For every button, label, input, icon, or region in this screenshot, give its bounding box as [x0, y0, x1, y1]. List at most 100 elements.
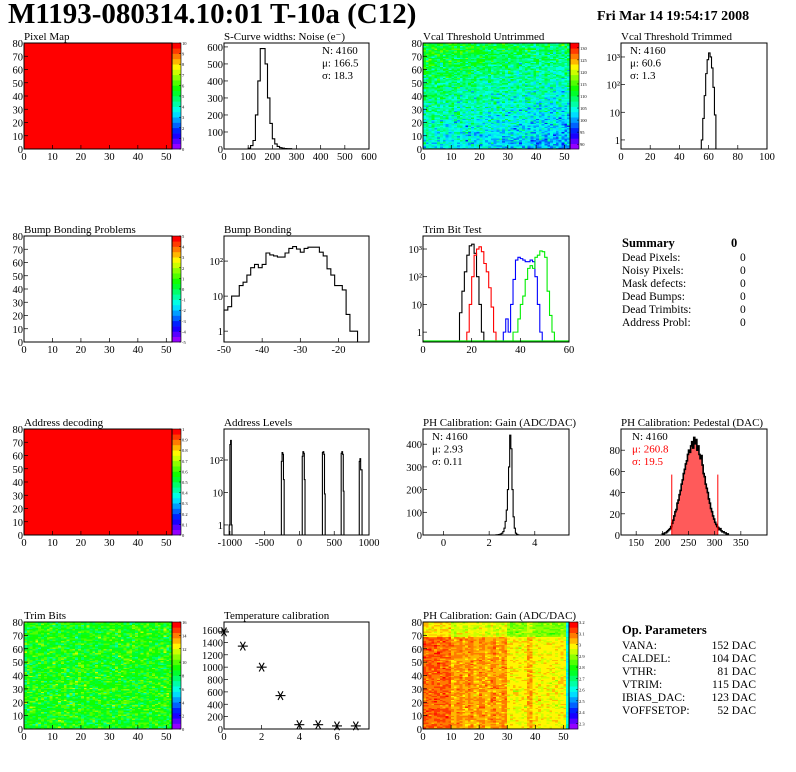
heatmap-cell — [437, 56, 441, 58]
heatmap-cell — [459, 135, 463, 138]
heatmap-cell — [482, 85, 486, 88]
heatmap-cell — [462, 123, 466, 126]
heatmap-cell — [485, 80, 489, 82]
heatmap-cell — [485, 48, 489, 50]
heatmap-cell — [468, 105, 472, 107]
heatmap-cell — [502, 78, 506, 81]
heatmap-cell — [541, 139, 545, 142]
heatmap-cell — [468, 93, 472, 95]
heatmap-cell — [442, 134, 446, 137]
heatmap-cell — [459, 44, 463, 46]
heatmap-cell — [431, 49, 435, 52]
heatmap-cell — [482, 133, 486, 135]
heatmap-cell — [428, 102, 432, 105]
heatmap-cell — [425, 105, 429, 107]
heatmap-cell — [459, 78, 463, 81]
heatmap-cell — [527, 139, 531, 142]
heatmap-cell — [448, 45, 452, 48]
heatmap-cell — [423, 101, 427, 103]
heatmap-cell — [524, 85, 528, 88]
heatmap-cell — [456, 85, 461, 88]
heatmap-cell — [468, 145, 472, 147]
heatmap-cell — [527, 85, 531, 88]
heatmap-cell — [423, 84, 427, 86]
heatmap-cell — [533, 139, 537, 142]
heatmap-cell — [504, 68, 509, 70]
heatmap-cell — [454, 61, 458, 64]
heatmap-cell — [516, 113, 520, 115]
heatmap-cell — [465, 133, 469, 135]
heatmap-cell — [553, 118, 557, 121]
heatmap-cell — [439, 84, 444, 86]
heatmap-cell — [561, 46, 565, 49]
heatmap-cell — [558, 134, 562, 137]
heatmap-cell — [502, 107, 506, 110]
heatmap-cell — [502, 139, 506, 142]
heatmap-cell — [490, 96, 494, 98]
heatmap-cell — [521, 133, 526, 135]
heatmap-cell — [423, 139, 427, 142]
heatmap-cell — [513, 119, 517, 122]
heatmap-cell — [465, 76, 469, 78]
heatmap-cell — [126, 719, 130, 722]
heatmap-cell — [524, 80, 528, 82]
heatmap-cell — [459, 93, 463, 95]
heatmap-cell — [451, 52, 455, 54]
heatmap-cell — [502, 109, 506, 111]
heatmap-cell — [493, 48, 497, 50]
heatmap-cell — [482, 94, 486, 97]
heatmap-cell — [541, 48, 545, 50]
heatmap-cell — [462, 107, 466, 110]
heatmap-cell — [533, 84, 537, 86]
heatmap-cell — [544, 60, 548, 62]
heatmap-cell — [519, 123, 523, 126]
heatmap-cell — [479, 126, 483, 129]
heatmap-cell — [493, 64, 497, 66]
palette-swatch — [172, 122, 181, 129]
heatmap-cell — [541, 64, 545, 66]
heatmap-cell — [513, 98, 517, 101]
heatmap-cell — [456, 80, 461, 82]
heatmap-cell — [502, 146, 506, 148]
heatmap-cell — [550, 109, 554, 111]
heatmap-cell — [493, 141, 497, 143]
palette-swatch — [172, 85, 181, 91]
heatmap-cell — [499, 46, 503, 49]
heatmap-cell — [530, 57, 534, 60]
heatmap-cell — [524, 145, 528, 147]
heatmap-cell — [561, 56, 565, 58]
heatmap-cell — [488, 50, 492, 53]
heatmap-cell — [468, 92, 472, 94]
heatmap-cell — [479, 109, 483, 111]
heatmap-cell — [510, 115, 514, 118]
heatmap-cell — [538, 107, 543, 110]
palette-swatch — [172, 503, 181, 509]
heatmap-cell — [451, 48, 455, 50]
heatmap-cell — [544, 118, 548, 121]
heatmap-cell — [510, 80, 514, 82]
heatmap-cell — [471, 121, 475, 123]
heatmap-cell — [507, 52, 511, 54]
heatmap-cell — [502, 72, 506, 74]
heatmap-cell — [504, 115, 509, 118]
plot-address-decoding: Address decoding00.10.20.30.40.50.60.70.… — [13, 417, 189, 549]
heatmap-cell — [149, 726, 153, 728]
heatmap-cell — [454, 138, 458, 141]
heatmap-cell — [80, 720, 85, 723]
heatmap-cell — [499, 99, 503, 102]
heatmap-cell — [473, 82, 478, 85]
heatmap-cell — [538, 141, 543, 143]
heatmap-cell — [473, 93, 478, 95]
heatmap-cell — [496, 127, 500, 130]
heatmap-cell — [471, 126, 475, 129]
heatmap-cell — [561, 147, 565, 150]
heatmap-cell — [541, 43, 545, 45]
heatmap-cell — [504, 78, 509, 81]
heatmap-cell — [423, 147, 427, 150]
heatmap-cell — [521, 52, 526, 54]
heatmap-cell — [437, 103, 441, 106]
heatmap-cell — [476, 145, 480, 147]
heatmap-cell — [538, 146, 543, 148]
heatmap-cell — [507, 89, 511, 92]
heatmap-cell — [553, 52, 557, 54]
